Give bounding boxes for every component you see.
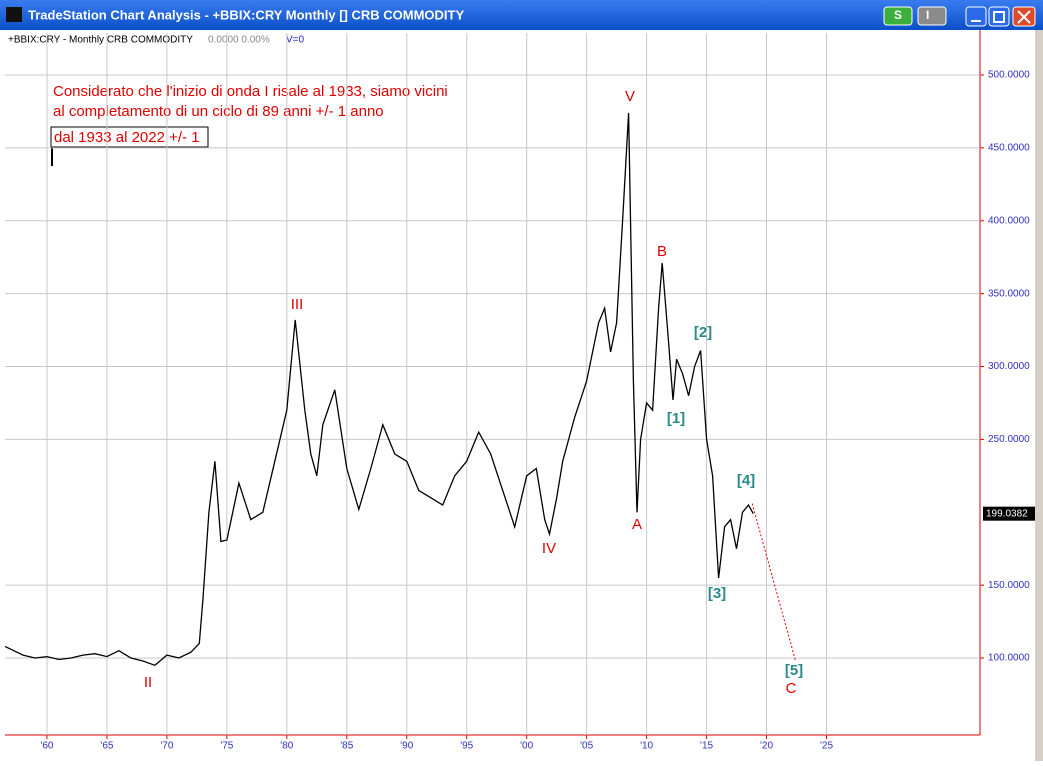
button-s[interactable] [883,6,913,26]
x-tick-label: '65 [100,741,113,752]
price-line [4,112,754,667]
last-value-box [983,506,1035,521]
x-tick-label: '95 [460,741,473,752]
note-box [50,126,209,148]
title-bar [0,0,1043,30]
y-tick-label: 300.0000 [988,361,1030,372]
last-value-label: 199.0382 [986,508,1028,519]
x-tick-label: '05 [580,741,593,752]
wave-label: IV [542,540,556,557]
quote: 0.0000 0.00% [208,35,270,46]
wave-label: [2] [694,324,712,341]
y-tick-label: 150.0000 [988,580,1030,591]
x-tick-label: '90 [400,741,413,752]
x-tick-label: '80 [280,741,293,752]
wave-label: [3] [708,585,726,602]
projection-line [751,503,796,661]
x-tick-label: '75 [220,741,233,752]
x-tick-label: '00 [520,741,533,752]
y-tick-label: 350.0000 [988,288,1030,299]
wave-label: C [786,680,797,697]
button-s-label[interactable]: S [894,8,902,22]
x-tick-label: '25 [820,741,833,752]
symbol: +BBIX:CRY - Monthly CRB COMMODITY [8,35,193,46]
y-tick-label: 450.0000 [988,143,1030,154]
boxed-note: dal 1933 al 2022 +/- 1 [54,129,200,146]
x-tick-label: '10 [640,741,653,752]
y-tick-label: 400.0000 [988,215,1030,226]
x-tick-label: '60 [40,741,53,752]
maximize-button[interactable] [988,6,1010,27]
wave-label: [1] [667,410,685,427]
wave-label: B [657,243,667,260]
volume: V=0 [286,35,305,46]
annotation: Considerato che l'inizio di onda I risal… [53,83,448,100]
wave-label: [4] [737,472,755,489]
app-icon [6,7,22,22]
x-tick-label: '15 [700,741,713,752]
wave-label: [5] [785,662,803,679]
x-tick-label: '20 [760,741,773,752]
annotation: al completamento di un ciclo di 89 anni … [53,103,384,120]
wave-label: II [144,674,152,691]
window-title: TradeStation Chart Analysis - +BBIX:CRY … [28,7,464,22]
button-i-label[interactable]: I [926,8,929,22]
scroll-strip [1035,30,1043,761]
wave-label: V [625,88,635,105]
x-tick-label: '70 [160,741,173,752]
y-tick-label: 100.0000 [988,653,1030,664]
y-tick-label: 500.0000 [988,70,1030,81]
wave-label: A [632,516,642,533]
y-tick-label: 250.0000 [988,434,1030,445]
button-i[interactable] [917,6,947,26]
x-tick-label: '85 [340,741,353,752]
wave-label: III [291,296,304,313]
minimize-button[interactable] [965,6,987,27]
window-icons [971,10,1031,24]
plot: 100.0000 150.0000 250.0000 300.0000 350.0000… [4,33,1035,752]
